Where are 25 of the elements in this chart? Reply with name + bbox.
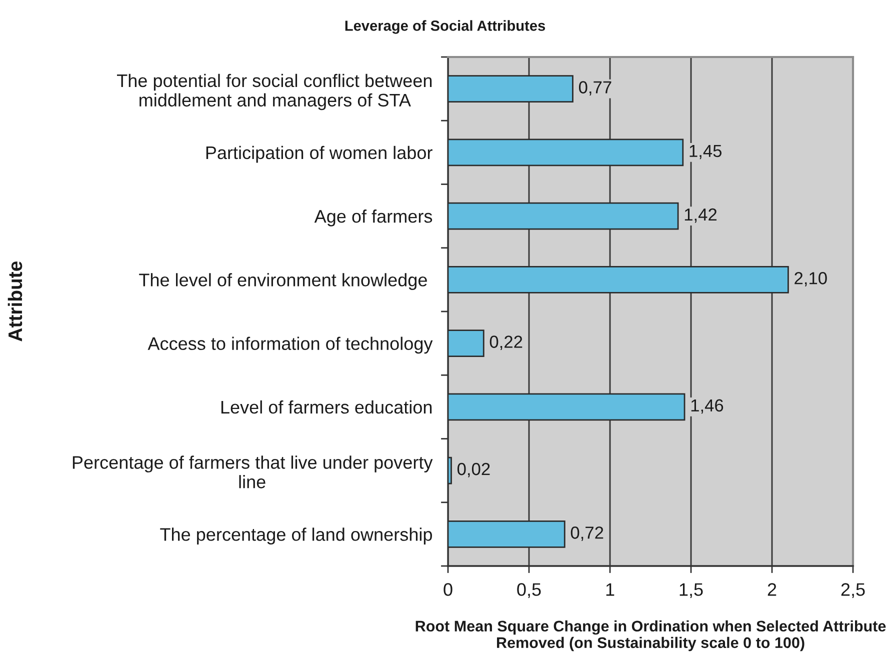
y-tick-label: Percentage of farmers that live under poverty line — [72, 456, 433, 488]
data-label: 1,45 — [690, 144, 722, 160]
y-tick-label: The potential for social conflict between middlement and managers of STA — [117, 74, 432, 110]
data-label: 0,22 — [490, 336, 522, 350]
y-tick-label: Participation of women labor — [206, 146, 432, 163]
data-label: 0,72 — [570, 526, 604, 541]
x-tick-label: 1 — [606, 583, 614, 596]
data-label: 1,46 — [691, 399, 724, 414]
x-tick-label: 0 — [444, 583, 452, 596]
data-label: 0,02 — [457, 462, 490, 478]
y-tick-label: Age of farmers — [314, 210, 432, 226]
y-tick-label: The level of environment knowledge — [139, 273, 427, 290]
chart-title: Leverage of Social Attributes — [345, 20, 546, 34]
y-tick-label: Access to information of technology — [148, 336, 433, 354]
data-label: 1,42 — [684, 208, 717, 223]
x-tick-label: 1,5 — [680, 583, 703, 598]
x-axis-title: Root Mean Square Change in Ordination when Selected Attribute Removed (on Sustainability scale 0 to 100) — [416, 620, 886, 652]
y-tick-label: The percentage of land ownership — [160, 528, 432, 544]
y-axis-title: Attribute — [8, 261, 22, 342]
y-tick-label: Level of farmers education — [221, 400, 432, 414]
x-tick-label: 0,5 — [517, 583, 541, 598]
x-tick-label: 2,5 — [841, 583, 865, 598]
data-label: 0,77 — [578, 81, 612, 96]
data-label: 2,10 — [794, 272, 827, 286]
x-tick-label: 2 — [768, 583, 776, 596]
